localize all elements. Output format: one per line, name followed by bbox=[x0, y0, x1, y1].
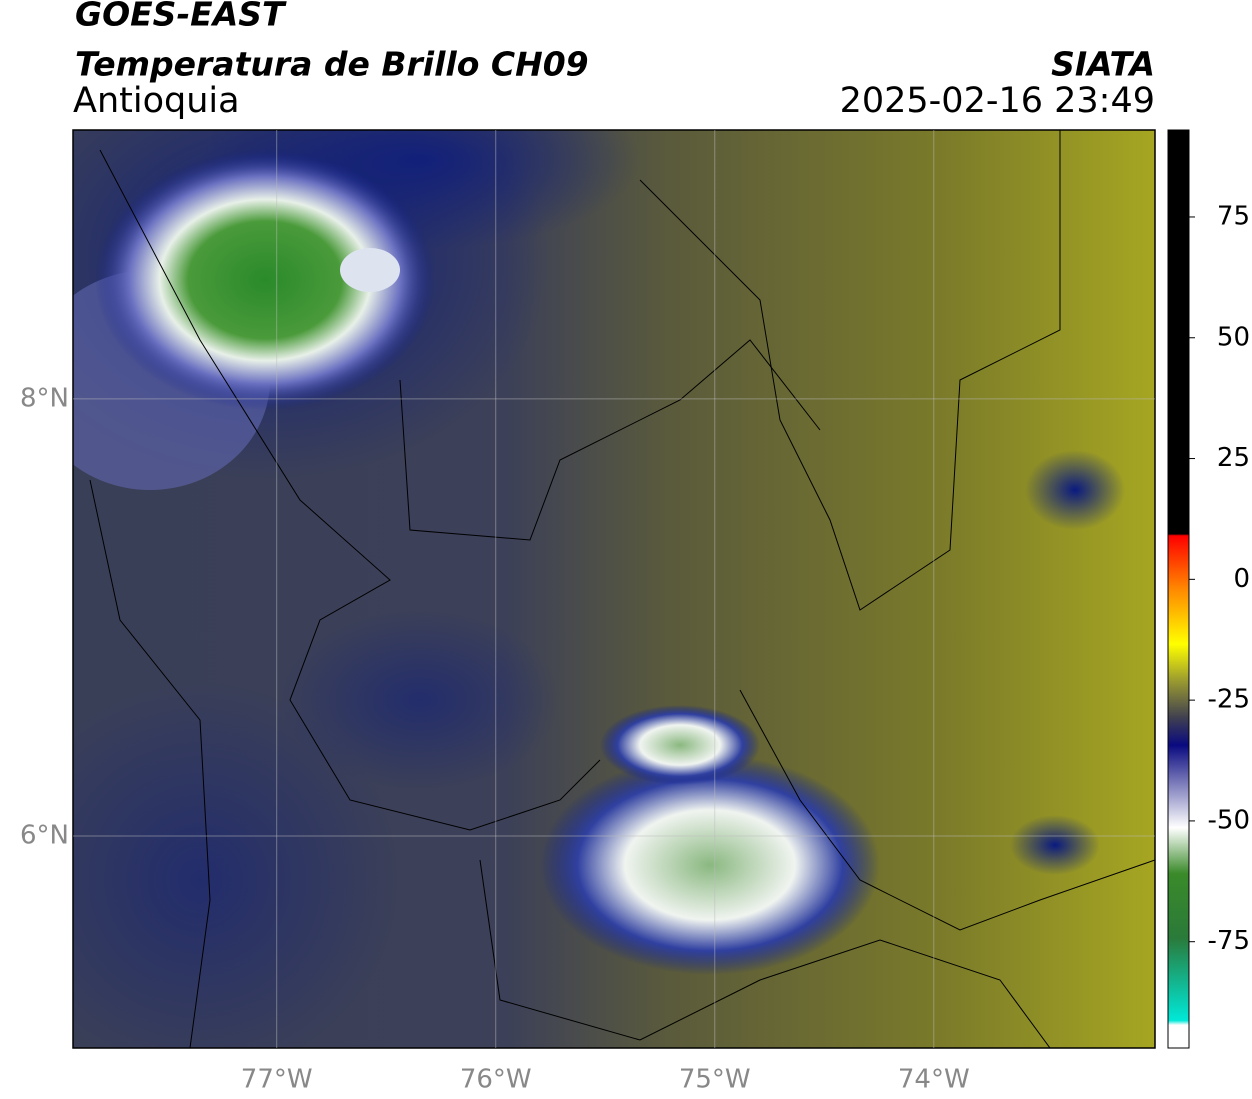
x-tick-label: 75°W bbox=[679, 1065, 751, 1095]
colorbar-tick-label: 75 bbox=[1217, 201, 1250, 231]
map-image bbox=[73, 130, 1155, 1048]
source: SIATA bbox=[1051, 45, 1155, 84]
subtitle: Temperatura de Brillo CH09 bbox=[75, 45, 589, 84]
y-tick-label: 8°N bbox=[20, 383, 69, 413]
y-tick-label: 6°N bbox=[20, 820, 69, 850]
map-frame bbox=[72, 129, 1156, 1049]
timestamp: 2025-02-16 23:49 bbox=[840, 81, 1155, 121]
colorbar-tick-label: -50 bbox=[1208, 805, 1250, 835]
title: GOES-EAST bbox=[75, 0, 287, 34]
x-tick-label: 77°W bbox=[241, 1065, 313, 1095]
x-tick-label: 76°W bbox=[460, 1065, 532, 1095]
region: Antioquia bbox=[73, 81, 240, 121]
colorbar-tick-label: -75 bbox=[1208, 926, 1250, 956]
colorbar-tick-label: 0 bbox=[1233, 564, 1250, 594]
colorbar-tick-label: 50 bbox=[1217, 322, 1250, 352]
colorbar-tick-label: 25 bbox=[1217, 443, 1250, 473]
colorbar bbox=[1167, 129, 1190, 1049]
colorbar-tick-label: -25 bbox=[1208, 685, 1250, 715]
x-tick-label: 74°W bbox=[898, 1065, 970, 1095]
